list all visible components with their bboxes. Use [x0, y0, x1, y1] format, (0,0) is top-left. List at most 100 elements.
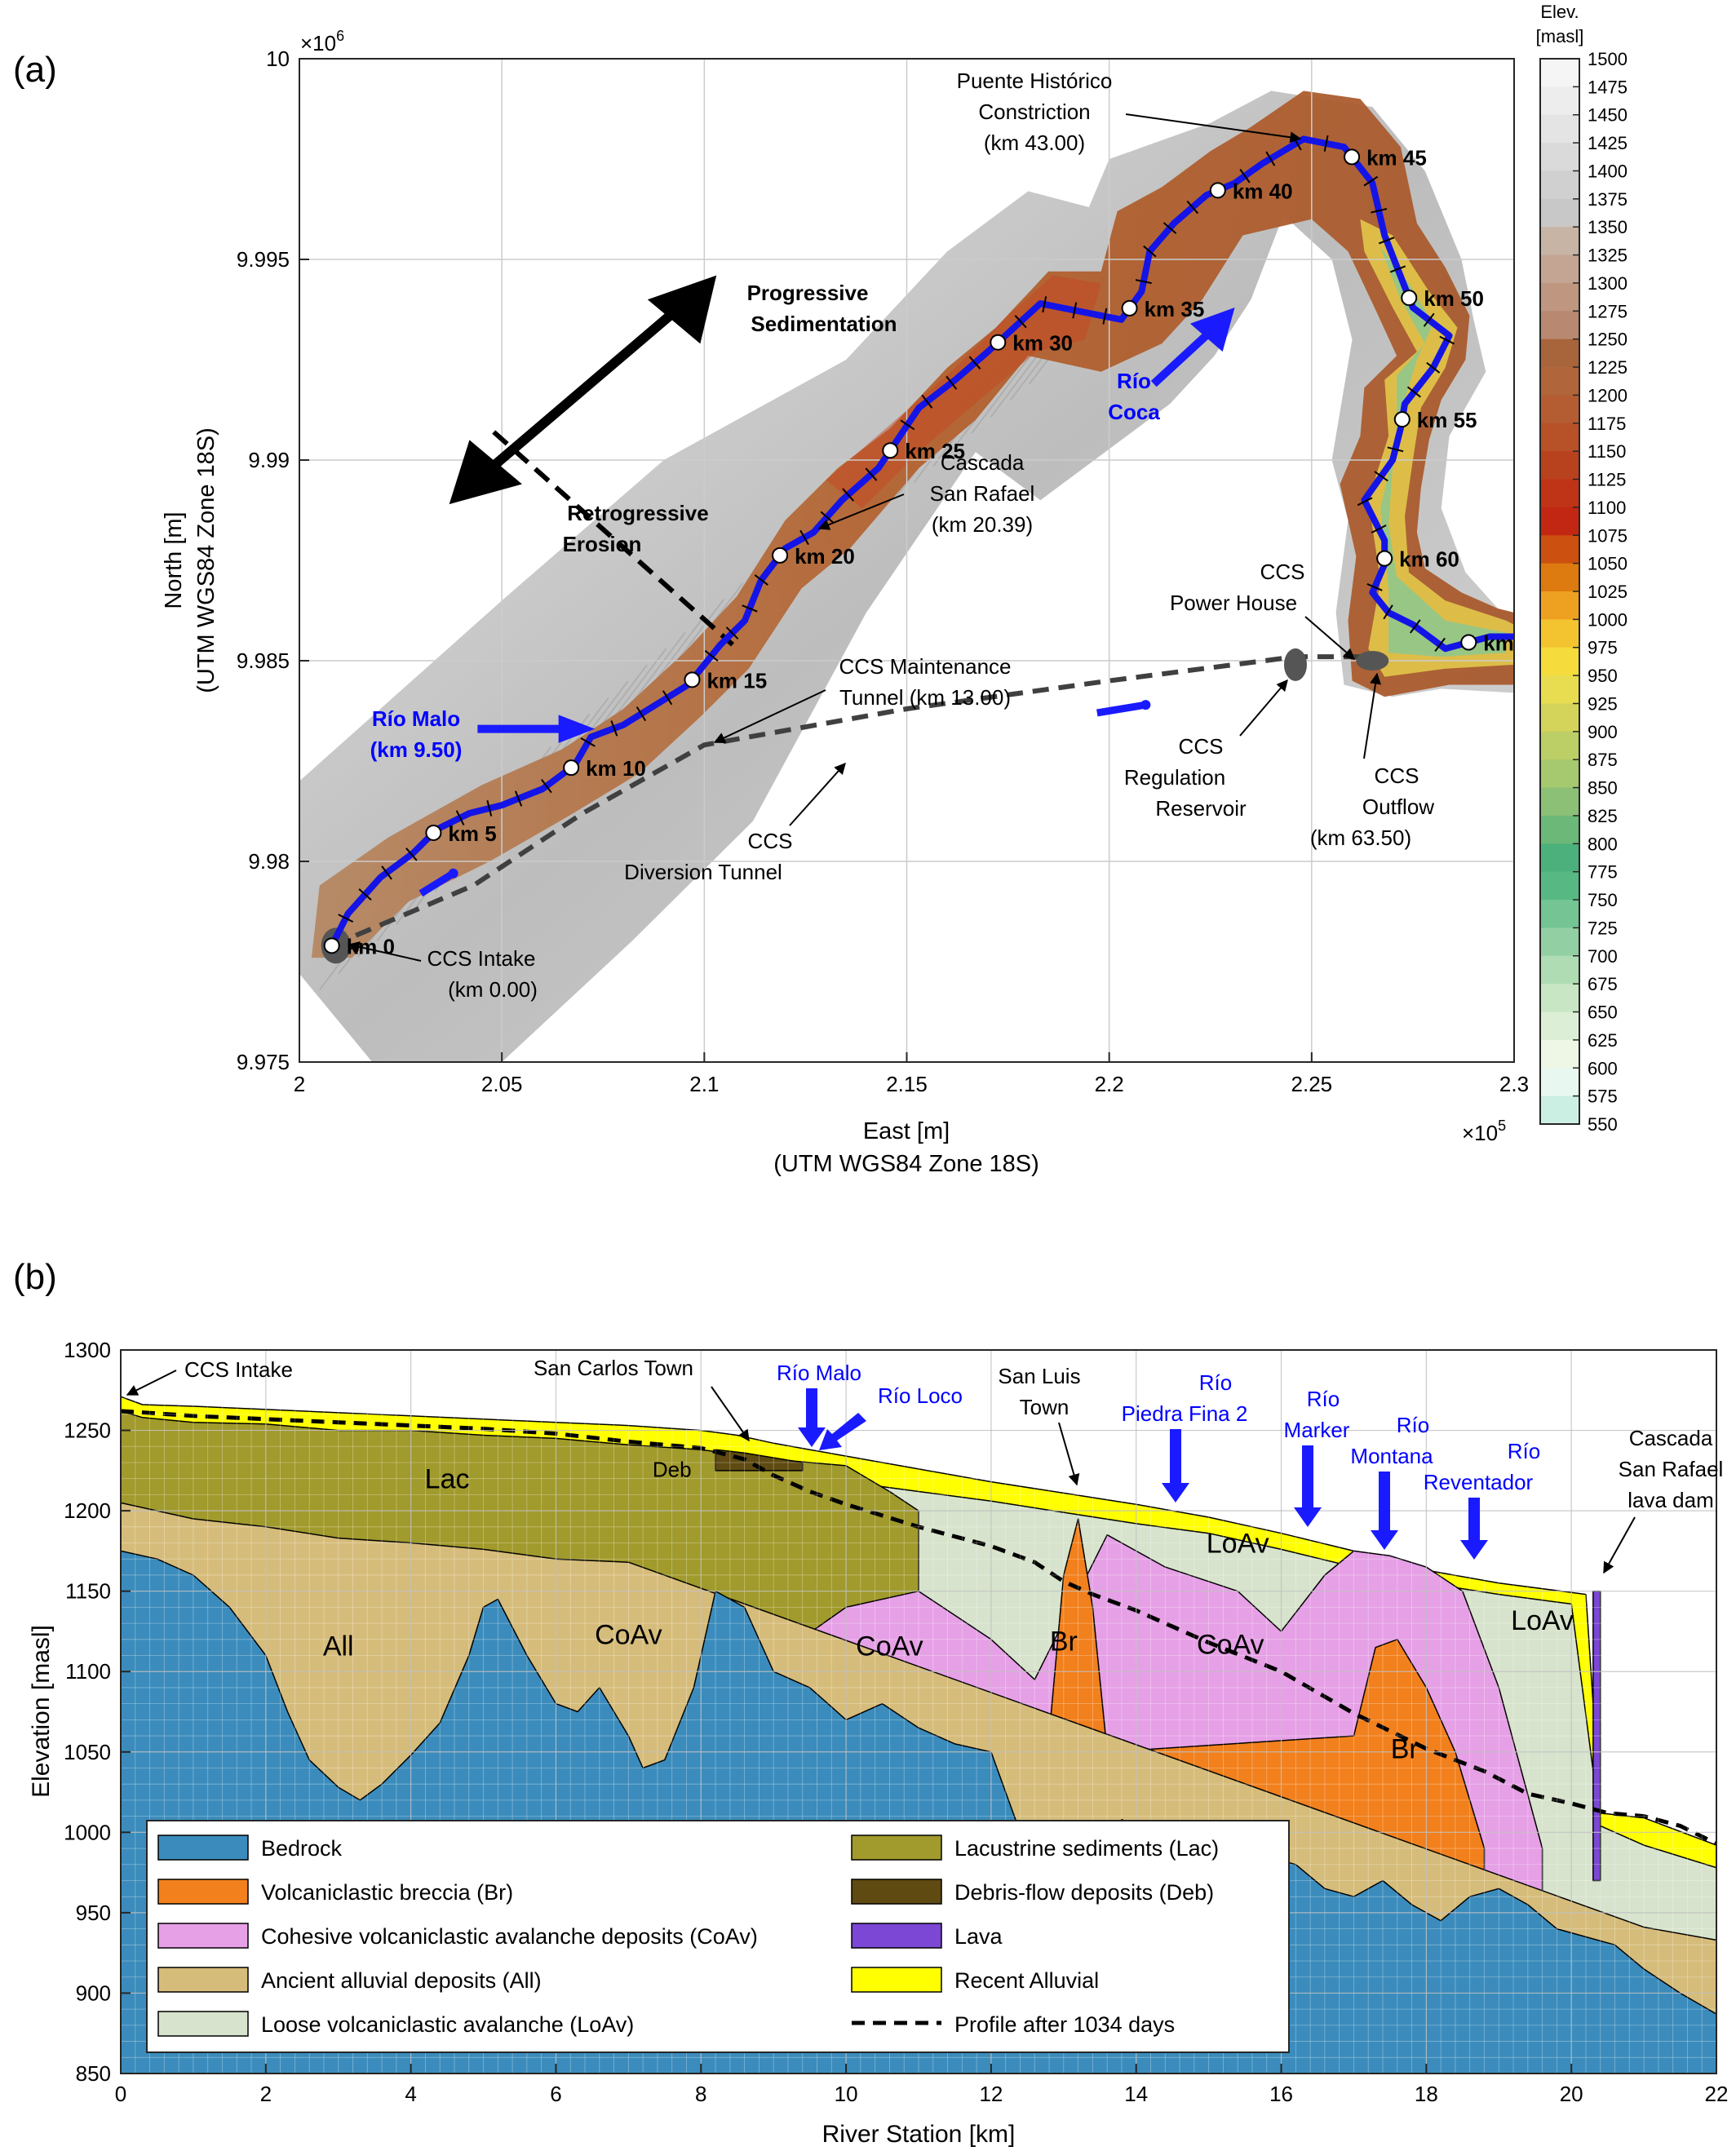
map-y-tick-label: 9.975	[237, 1050, 290, 1074]
legend-swatch	[157, 1879, 249, 1905]
profile-y-tick-label: 1150	[65, 1579, 111, 1604]
colorbar-tick-label: 1475	[1588, 77, 1628, 97]
colorbar-swatch	[1540, 1039, 1579, 1069]
colorbar-tick-label: 1175	[1588, 414, 1626, 434]
station-marker	[323, 937, 340, 954]
ann-b-cascada-2: San Rafael	[1619, 1457, 1724, 1481]
ann-b-reventador-1: Río	[1508, 1439, 1540, 1463]
station-marker	[1121, 299, 1138, 316]
arrow-rio-malo	[798, 1388, 826, 1447]
arrow-outflow	[1363, 672, 1382, 759]
legend-swatch	[157, 1967, 249, 1993]
colorbar-tick-label: 675	[1588, 974, 1618, 994]
layer-label: Deb	[653, 1458, 692, 1482]
colorbar-tick-label: 625	[1588, 1030, 1618, 1051]
river-km-tick	[381, 865, 392, 880]
colorbar-swatch	[1540, 1011, 1579, 1041]
ann-outflow-2: Outflow	[1362, 794, 1434, 819]
river-km-tick	[900, 419, 915, 431]
colorbar-swatch	[1540, 927, 1579, 957]
arrow-powerhouse	[1304, 616, 1356, 660]
profile-layer-labels: Lac Deb All CoAv CoAv Br CoAv LoAv Br LoAv	[323, 1458, 1574, 1765]
river-km-tick	[1423, 312, 1435, 327]
ann-b-montana-1: Río	[1397, 1413, 1429, 1437]
profile-y-tick-label: 1200	[64, 1498, 111, 1523]
river-km-tick	[1374, 471, 1388, 482]
colorbar-swatch	[1540, 535, 1579, 564]
ann-puente-3: (km 43.00)	[984, 131, 1085, 155]
station-label: km 55	[1417, 408, 1477, 432]
colorbar-swatch	[1540, 591, 1579, 620]
ann-reservoir-3: Reservoir	[1155, 796, 1247, 821]
river-km-tick	[1042, 296, 1047, 313]
station-marker	[1401, 290, 1418, 307]
colorbar-swatch	[1540, 198, 1579, 228]
colorbar-tick-label: 825	[1588, 806, 1618, 826]
arrow-intake	[348, 941, 422, 962]
river-km-tick	[405, 848, 418, 861]
colorbar-tick-label: 975	[1588, 638, 1618, 658]
river-km-tick	[580, 737, 596, 747]
profile-x-tick-label: 22	[1705, 2082, 1729, 2106]
layer-label: Lac	[425, 1464, 470, 1495]
river-km-tick	[610, 720, 618, 737]
river-km-tick	[662, 690, 673, 706]
river-km-tick	[636, 706, 647, 722]
colorbar-tick-label: 1500	[1588, 49, 1628, 69]
station-marker	[882, 442, 899, 459]
river-km-tick	[1357, 497, 1373, 507]
colorbar-tick-label: 1100	[1588, 498, 1626, 518]
colorbar-tick-label: 775	[1588, 862, 1618, 883]
arrow-reservoir	[1239, 679, 1288, 737]
colorbar-swatch	[1540, 815, 1579, 844]
ann-b-montana-2: Montana	[1350, 1444, 1433, 1468]
erosion-arrowhead	[449, 440, 522, 505]
river-km-tick	[968, 356, 981, 370]
ann-powerhouse-1: CCS	[1260, 560, 1305, 584]
profile-x-tick-label: 10	[835, 2082, 858, 2106]
map-y-tick-label: 9.98	[248, 849, 290, 874]
profile-y-tick-label: 900	[76, 1981, 111, 2005]
river-km-tick	[1371, 524, 1387, 533]
ann-b-reventador-2: Reventador	[1424, 1470, 1534, 1494]
panel-a-label: (a)	[13, 50, 57, 90]
layer-label: CoAv	[595, 1620, 662, 1651]
colorbar-tick-label: 1050	[1588, 554, 1628, 574]
river-km-tick	[1323, 135, 1329, 152]
ann-reservoir-1: CCS	[1179, 734, 1224, 759]
legend-label: Bedrock	[261, 1836, 343, 1861]
station-marker	[563, 759, 580, 777]
legend-label: Lava	[954, 1924, 1003, 1949]
colorbar-swatch	[1540, 675, 1579, 704]
station-marker	[1460, 634, 1477, 651]
ann-puente-1: Puente Histórico	[957, 69, 1113, 93]
legend-swatch	[851, 1835, 942, 1861]
colorbar-swatch	[1540, 339, 1579, 368]
colorbar-swatch	[1540, 787, 1579, 817]
layer-label: Br	[1391, 1734, 1419, 1765]
map-x-tick-label: 2.1	[689, 1072, 719, 1096]
profile-x-tick-label: 12	[979, 2082, 1003, 2106]
rio-malo-arrowhead	[558, 715, 596, 743]
ann-progressive-1: Progressive	[747, 281, 869, 305]
diversion-tunnel	[330, 654, 1373, 949]
legend-swatch	[157, 1923, 249, 1949]
power-house	[1356, 651, 1389, 671]
river-km-tick	[486, 799, 493, 817]
map-y-label-1: North [m]	[161, 511, 187, 609]
tunnel-flow-arrowhead	[1140, 700, 1151, 710]
station-label: km 15	[706, 668, 767, 693]
colorbar-swatch	[1540, 479, 1579, 508]
river-km-tick	[1389, 265, 1406, 273]
legend-label: Recent Alluvial	[954, 1968, 1099, 1993]
station-marker	[1393, 411, 1410, 428]
legend-label: Profile after 1034 days	[954, 2012, 1175, 2037]
colorbar-tick-label: 700	[1588, 946, 1618, 967]
station-label: km 25	[905, 439, 965, 463]
ann-outflow-1: CCS	[1375, 763, 1419, 788]
ann-b-cascada-1: Cascada	[1629, 1426, 1713, 1450]
river-km-tick	[842, 488, 854, 502]
map-x-multiplier: ×105	[1462, 1118, 1506, 1145]
profile-x-tick-label: 0	[115, 2082, 126, 2106]
ann-diversion-2: Diversion Tunnel	[624, 860, 782, 884]
